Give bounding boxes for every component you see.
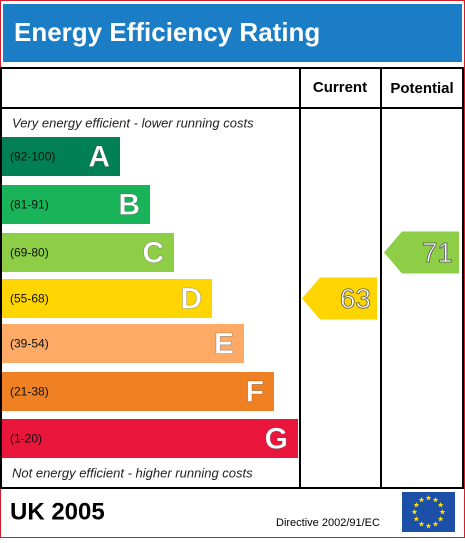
flag-star [425, 523, 432, 529]
band-bar [2, 185, 150, 224]
band-range: (69-80) [10, 246, 49, 260]
footer-country: UK 2005 [10, 498, 105, 525]
band-letter: C [142, 236, 164, 269]
rating-arrow [384, 231, 459, 274]
rating-value: 71 [422, 237, 453, 268]
band-bar [2, 233, 174, 272]
band-bar [2, 372, 274, 411]
flag-star [411, 509, 418, 515]
table-lines [0, 67, 464, 489]
flag-star [413, 516, 420, 522]
band-letter: B [118, 188, 140, 221]
title: Energy Efficiency Rating [14, 17, 320, 47]
flag-star [418, 521, 425, 527]
rating-value: 63 [340, 283, 371, 314]
band-range: (21-38) [10, 385, 49, 399]
band-letter: G [265, 422, 288, 455]
band-letter: F [246, 375, 264, 408]
rating-arrow [302, 277, 377, 320]
column-header: Potential [390, 80, 453, 97]
top-note: Very energy efficient - lower running co… [12, 115, 254, 130]
band-letter: E [214, 327, 234, 360]
band-bar [2, 324, 244, 363]
band-bar [2, 137, 120, 176]
band-range: (81-91) [10, 198, 49, 212]
band-range: (39-54) [10, 337, 49, 351]
title-bar [3, 4, 462, 62]
band-bar [2, 279, 212, 318]
band-range: (92-100) [10, 150, 55, 164]
footer-directive: Directive 2002/91/EC [276, 517, 380, 529]
band-letter: D [180, 282, 202, 315]
flag-star [413, 502, 420, 508]
flag-star [437, 516, 444, 522]
bottom-note: Not energy efficient - higher running co… [12, 465, 253, 480]
flag-star [439, 509, 446, 515]
column-header: Current [313, 79, 367, 96]
band-range: (1-20) [10, 432, 42, 446]
flag-star [432, 496, 439, 503]
band-bar [2, 419, 298, 458]
band-range: (55-68) [10, 292, 49, 306]
band-letter: A [88, 140, 110, 173]
eu-flag [402, 492, 455, 532]
flag-star [418, 496, 425, 503]
flag-star [437, 502, 444, 508]
flag-star [425, 495, 432, 501]
flag-star [432, 521, 439, 527]
